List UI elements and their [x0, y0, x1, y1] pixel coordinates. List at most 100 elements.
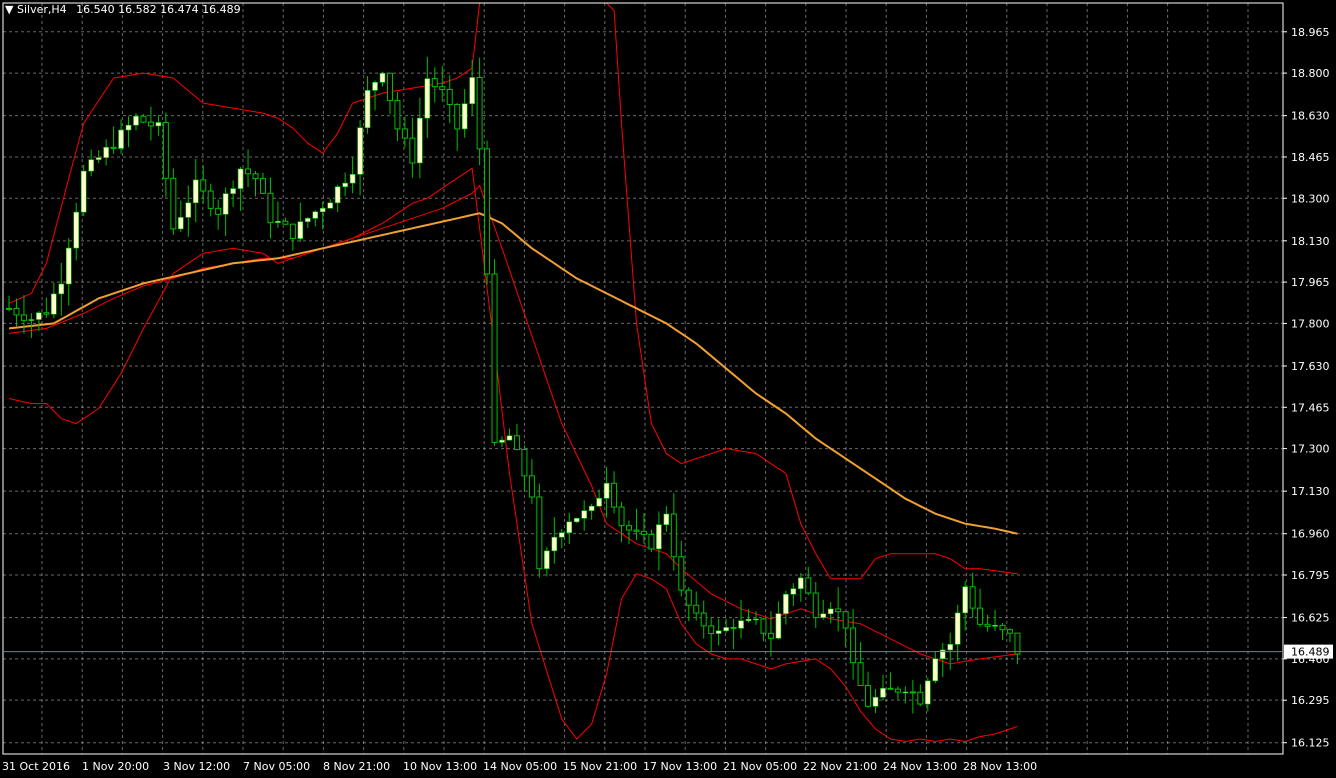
candle-123 — [925, 677, 931, 712]
candle-body-57 — [431, 78, 438, 88]
x-tick-label-11: 24 Nov 13:00 — [883, 760, 957, 773]
candle-body-31 — [237, 168, 244, 189]
candle-58 — [439, 66, 446, 102]
y-tick-label-4: 18.300 — [1291, 192, 1330, 205]
candle-30 — [230, 180, 236, 207]
candle-body-121 — [909, 691, 916, 694]
candle-93 — [700, 600, 707, 639]
y-tick-label-12: 16.960 — [1291, 528, 1330, 541]
x-tick-label-12: 28 Nov 13:00 — [963, 760, 1037, 773]
candle-96 — [723, 618, 729, 633]
candle-body-99 — [745, 618, 752, 621]
candle-37 — [282, 217, 289, 226]
candle-107 — [805, 566, 812, 596]
candle-81 — [611, 471, 618, 514]
candle-body-7 — [58, 283, 65, 295]
candle-86 — [648, 529, 655, 552]
candle-47 — [357, 120, 363, 196]
candle-body-55 — [417, 117, 423, 164]
candle-body-60 — [454, 104, 461, 130]
candle-body-71 — [536, 496, 543, 570]
candle-13 — [103, 139, 109, 166]
candle-body-26 — [200, 179, 207, 192]
candle-body-79 — [596, 498, 602, 507]
candle-body-66 — [499, 439, 505, 443]
candle-101 — [760, 617, 767, 642]
candle-98 — [738, 599, 744, 639]
candle-39 — [297, 202, 304, 242]
candle-body-115 — [865, 685, 872, 707]
candle-body-106 — [798, 577, 804, 589]
candle-body-42 — [319, 208, 326, 213]
chart-grid — [3, 3, 1283, 754]
candle-body-25 — [192, 179, 199, 204]
candle-body-11 — [88, 159, 94, 172]
candle-35 — [267, 177, 274, 239]
candle-body-76 — [573, 518, 580, 523]
current-price-line: 16.489 — [3, 644, 1333, 659]
y-tick-label-14: 16.625 — [1291, 612, 1330, 625]
candle-body-73 — [551, 536, 558, 552]
candle-body-21 — [162, 121, 169, 179]
symbol-label[interactable]: Silver,H4 — [16, 3, 67, 16]
y-tick-label-3: 18.465 — [1291, 151, 1330, 164]
candle-62 — [469, 59, 475, 116]
candle-41 — [312, 210, 319, 227]
candle-119 — [894, 686, 901, 700]
candle-51 — [386, 72, 393, 115]
candle-49 — [372, 80, 378, 111]
y-tick-label-8: 17.630 — [1291, 360, 1330, 373]
candle-94 — [708, 617, 715, 653]
candle-body-67 — [506, 435, 513, 441]
candle-body-74 — [558, 532, 565, 538]
symbol-dropdown-icon[interactable]: ▼ — [5, 3, 14, 16]
candle-57 — [431, 67, 438, 103]
candle-71 — [536, 483, 543, 578]
candle-112 — [842, 611, 849, 647]
candle-body-83 — [626, 525, 633, 531]
candle-117 — [880, 674, 886, 701]
candle-78 — [588, 503, 595, 520]
candle-body-128 — [962, 586, 968, 614]
candle-0 — [6, 295, 12, 312]
candle-body-88 — [663, 513, 670, 525]
candle-body-62 — [469, 77, 475, 104]
candle-body-127 — [954, 612, 961, 645]
y-tick-label-1: 18.800 — [1291, 67, 1330, 80]
x-tick-label-1: 1 Nov 20:00 — [82, 760, 149, 773]
candle-body-92 — [693, 604, 700, 614]
y-tick-label-17: 16.125 — [1291, 737, 1330, 750]
candle-body-65 — [491, 273, 498, 443]
candle-124 — [932, 651, 939, 684]
candle-body-52 — [394, 100, 401, 130]
candle-body-107 — [805, 577, 812, 594]
candle-body-93 — [700, 612, 707, 627]
candle-16 — [125, 116, 132, 148]
ma-line — [8, 212, 1018, 535]
candle-88 — [663, 506, 670, 532]
candle-18 — [140, 114, 147, 124]
x-tick-label-0: 31 Oct 2016 — [2, 760, 70, 773]
candle-body-77 — [581, 510, 587, 519]
candlestick-series — [6, 56, 1021, 714]
y-tick-label-2: 18.630 — [1291, 110, 1330, 123]
candle-113 — [850, 608, 857, 680]
candle-body-69 — [521, 449, 528, 477]
candle-76 — [573, 517, 580, 524]
candle-132 — [992, 609, 998, 631]
candle-128 — [962, 581, 968, 631]
candle-body-0 — [6, 307, 12, 310]
candle-129 — [969, 572, 976, 618]
candle-17 — [133, 113, 139, 131]
candle-74 — [558, 528, 565, 549]
candle-4 — [36, 310, 42, 331]
candle-121 — [909, 680, 916, 714]
candle-56 — [424, 56, 431, 139]
chart-frame — [2, 2, 1284, 755]
price-tag-label: 16.489 — [1291, 646, 1330, 659]
candle-122 — [917, 684, 924, 706]
candle-body-132 — [992, 625, 998, 627]
candle-85 — [640, 513, 647, 544]
candle-body-95 — [715, 630, 722, 634]
